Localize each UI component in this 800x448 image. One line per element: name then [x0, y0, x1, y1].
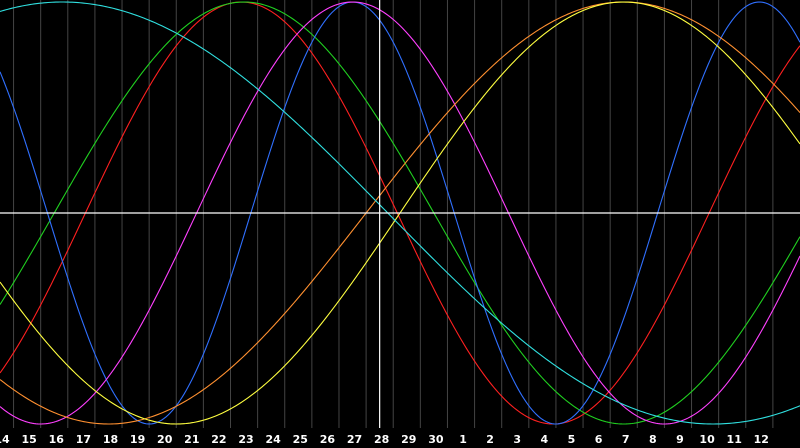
- x-tick-label: 1: [459, 433, 467, 446]
- x-tick-label: 5: [568, 433, 576, 446]
- x-tick-label: 4: [541, 433, 549, 446]
- series-line-4: [0, 1, 800, 425]
- series-line-7: [0, 1, 800, 425]
- x-tick-label: 18: [103, 433, 118, 446]
- x-tick-label: 3: [513, 433, 521, 446]
- x-tick-label: 26: [320, 433, 336, 446]
- x-tick-label: 19: [130, 433, 145, 446]
- x-tick-label: 27: [347, 433, 362, 446]
- x-tick-label: 2: [486, 433, 494, 446]
- x-tick-label: 7: [622, 433, 630, 446]
- x-tick-label: 11: [727, 433, 742, 446]
- x-tick-label: 29: [401, 433, 416, 446]
- x-tick-label: 24: [266, 433, 282, 446]
- x-tick-label: 8: [649, 433, 657, 446]
- grid-lines: [13, 0, 774, 428]
- x-tick-label: 14: [0, 433, 10, 446]
- x-tick-label: 9: [676, 433, 684, 446]
- x-tick-label: 6: [595, 433, 603, 446]
- x-tick-label: 10: [699, 433, 715, 446]
- x-axis-tick-labels: 1415161718192021222324252627282930123456…: [0, 433, 769, 446]
- series-line-3: [0, 1, 800, 425]
- x-tick-label: 22: [211, 433, 226, 446]
- x-tick-label: 28: [374, 433, 389, 446]
- series-group: [0, 1, 800, 425]
- x-tick-label: 30: [428, 433, 444, 446]
- x-tick-label: 25: [293, 433, 308, 446]
- x-tick-label: 16: [49, 433, 65, 446]
- x-tick-label: 21: [184, 433, 199, 446]
- crosshair: [0, 0, 800, 428]
- x-tick-label: 17: [76, 433, 91, 446]
- x-tick-label: 12: [754, 433, 769, 446]
- x-tick-label: 23: [238, 433, 253, 446]
- x-tick-label: 15: [21, 433, 36, 446]
- series-line-2: [0, 1, 800, 425]
- series-line-5: [0, 1, 800, 425]
- series-line-1: [0, 1, 800, 425]
- x-tick-label: 20: [157, 433, 173, 446]
